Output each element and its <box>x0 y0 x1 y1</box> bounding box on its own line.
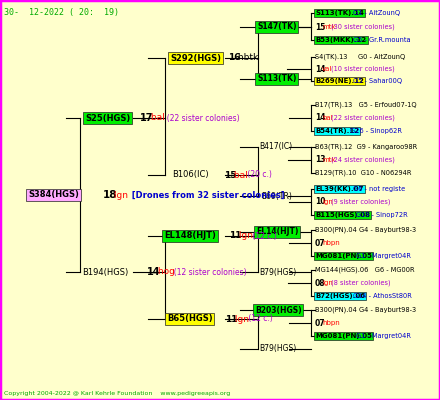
Text: mtk: mtk <box>322 157 336 163</box>
Text: B106(IC): B106(IC) <box>172 170 209 180</box>
Text: B17(TR).13   G5 - Erfoud07-1Q: B17(TR).13 G5 - Erfoud07-1Q <box>315 102 417 108</box>
Text: 08: 08 <box>315 278 326 288</box>
Text: lgn: lgn <box>322 280 333 286</box>
Text: 15: 15 <box>224 170 237 180</box>
Text: hbpn: hbpn <box>322 240 340 246</box>
Text: G19 - Sinop72R: G19 - Sinop72R <box>356 212 408 218</box>
Text: B203(HGS): B203(HGS) <box>255 306 302 314</box>
Text: (9 sister colonies): (9 sister colonies) <box>331 199 391 205</box>
Text: (30 sister colonies): (30 sister colonies) <box>331 24 395 30</box>
Text: B69(TR): B69(TR) <box>261 192 292 200</box>
Text: B417(IC): B417(IC) <box>259 142 292 152</box>
Text: MG144(HGS).06   G6 - MG00R: MG144(HGS).06 G6 - MG00R <box>315 267 414 273</box>
Text: B79(HGS): B79(HGS) <box>259 344 296 354</box>
Text: B54(TR).12: B54(TR).12 <box>315 128 359 134</box>
Text: EL148(HJT): EL148(HJT) <box>164 232 216 240</box>
Text: S147(TK): S147(TK) <box>257 22 297 32</box>
Text: B300(PN).04 G4 - Bayburt98-3: B300(PN).04 G4 - Bayburt98-3 <box>315 307 416 313</box>
Text: G26 - Sinop62R: G26 - Sinop62R <box>351 128 403 134</box>
Text: 15: 15 <box>315 22 325 32</box>
Text: EL39(KK).07: EL39(KK).07 <box>315 186 363 192</box>
Text: 10: 10 <box>315 198 326 206</box>
Text: lgn: lgn <box>111 190 128 200</box>
Text: Copyright 2004-2022 @ Karl Kehrle Foundation    www.pedigreeapis.org: Copyright 2004-2022 @ Karl Kehrle Founda… <box>4 391 230 396</box>
Text: B79(HGS): B79(HGS) <box>259 268 296 276</box>
Text: S4(TK).13     G0 - AitZounQ: S4(TK).13 G0 - AitZounQ <box>315 54 405 60</box>
Text: (20 c.): (20 c.) <box>246 170 272 180</box>
Text: G5 - Sahar00Q: G5 - Sahar00Q <box>353 78 402 84</box>
Text: S113(TK): S113(TK) <box>257 74 297 84</box>
Text: 11: 11 <box>229 232 242 240</box>
Text: hbpn: hbpn <box>322 320 340 326</box>
Text: B129(TR).10  G10 - N06294R: B129(TR).10 G10 - N06294R <box>315 170 411 176</box>
Text: (22 sister colonies): (22 sister colonies) <box>162 114 240 122</box>
Text: G5 - Gr.R.mounta: G5 - Gr.R.mounta <box>353 37 411 43</box>
Text: 16: 16 <box>228 54 241 62</box>
Text: (22 sister colonies): (22 sister colonies) <box>331 115 395 121</box>
Text: (24 sister colonies): (24 sister colonies) <box>331 157 395 163</box>
Text: 18: 18 <box>103 190 117 200</box>
Text: (12 c.): (12 c.) <box>246 314 273 324</box>
Text: [Drones from 32 sister colonies]: [Drones from 32 sister colonies] <box>125 190 284 200</box>
Text: G14 - AthosSt80R: G14 - AthosSt80R <box>353 293 412 299</box>
Text: (12 sister colonies): (12 sister colonies) <box>169 268 247 276</box>
Text: B65(HGS): B65(HGS) <box>167 314 213 324</box>
Text: lgn: lgn <box>232 314 249 324</box>
Text: 14: 14 <box>315 64 326 74</box>
Text: lgn: lgn <box>236 232 253 240</box>
Text: bal: bal <box>322 115 333 121</box>
Text: val: val <box>322 66 333 72</box>
Text: B63(TR).12  G9 - Kangaroo98R: B63(TR).12 G9 - Kangaroo98R <box>315 144 417 150</box>
Text: S25(HGS): S25(HGS) <box>85 114 130 122</box>
Text: (8 sister colonies): (8 sister colonies) <box>331 280 391 286</box>
Text: (10 sister colonies): (10 sister colonies) <box>331 66 395 72</box>
Text: 13: 13 <box>315 156 326 164</box>
Text: 07: 07 <box>315 238 326 248</box>
Text: lgn: lgn <box>322 199 333 205</box>
Text: hbtk: hbtk <box>235 54 258 62</box>
Text: G1 - Margret04R: G1 - Margret04R <box>356 253 411 259</box>
Text: B53(MKK).12: B53(MKK).12 <box>315 37 366 43</box>
Text: mtk: mtk <box>322 24 336 30</box>
Text: 17: 17 <box>140 113 154 123</box>
Text: G6 - not registe: G6 - not registe <box>353 186 406 192</box>
Text: hog: hog <box>155 268 175 276</box>
Text: (12 c.): (12 c.) <box>250 232 277 240</box>
Text: B194(HGS): B194(HGS) <box>82 268 128 276</box>
Text: MG081(PN).05: MG081(PN).05 <box>315 333 372 339</box>
Text: 14: 14 <box>147 267 161 277</box>
Text: 14: 14 <box>315 114 326 122</box>
Text: bal: bal <box>231 170 248 180</box>
Text: B72(HGS).06: B72(HGS).06 <box>315 293 365 299</box>
Text: S292(HGS): S292(HGS) <box>170 54 221 62</box>
Text: G1 - Margret04R: G1 - Margret04R <box>356 333 411 339</box>
Text: S113(TK).14: S113(TK).14 <box>315 10 364 16</box>
Text: S384(HGS): S384(HGS) <box>28 190 79 200</box>
Text: 11: 11 <box>225 314 238 324</box>
Text: B300(PN).04 G4 - Bayburt98-3: B300(PN).04 G4 - Bayburt98-3 <box>315 227 416 233</box>
Text: bal: bal <box>148 114 165 122</box>
Text: 07: 07 <box>315 318 326 328</box>
Text: MG081(PN).05: MG081(PN).05 <box>315 253 372 259</box>
Text: B269(NE).12: B269(NE).12 <box>315 78 364 84</box>
Text: EL14(HJT): EL14(HJT) <box>256 228 298 236</box>
Text: B115(HGS).08: B115(HGS).08 <box>315 212 370 218</box>
Text: 30-  12-2022 ( 20:  19): 30- 12-2022 ( 20: 19) <box>4 8 119 17</box>
Text: G1 - AitZounQ: G1 - AitZounQ <box>353 10 400 16</box>
